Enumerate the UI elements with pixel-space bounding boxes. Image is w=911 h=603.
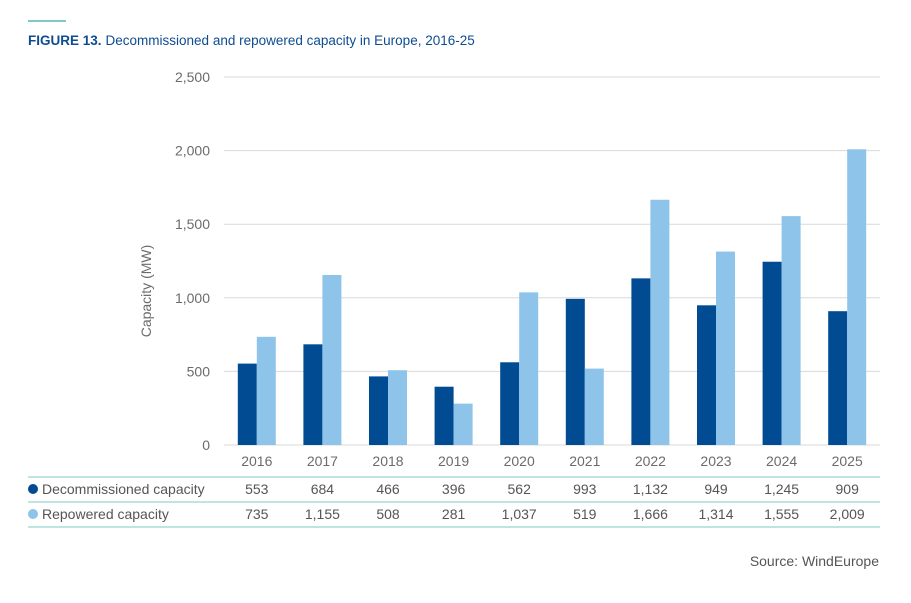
figure-title: FIGURE 13. Decommissioned and repowered c…: [28, 33, 475, 48]
x-tick-label: 2024: [766, 453, 797, 469]
figure-label: FIGURE 13.: [28, 33, 102, 48]
table-cell: 519: [573, 506, 597, 522]
x-tick-label: 2016: [241, 453, 272, 469]
table-cell: 553: [245, 481, 269, 497]
y-axis-title: Capacity (MW): [138, 245, 154, 338]
table-cell: 508: [376, 506, 400, 522]
bar-decommissioned: [369, 376, 388, 445]
table-cell: 1,555: [764, 506, 799, 522]
x-tick-label: 2020: [504, 453, 535, 469]
bar-repowered: [256, 336, 276, 445]
source-note: Source: WindEurope: [749, 553, 879, 569]
bar-decommissioned: [237, 363, 257, 445]
legend-marker-decommissioned: [28, 484, 38, 494]
bar-decommissioned: [762, 261, 782, 445]
bar-repowered: [322, 274, 342, 445]
table-cell: 1,132: [633, 481, 668, 497]
legend-label: Decommissioned capacity: [42, 481, 205, 497]
bar-repowered: [716, 251, 735, 445]
y-tick-label: 1,000: [175, 290, 210, 306]
table-cell: 909: [836, 481, 860, 497]
x-tick-label: 2017: [307, 453, 338, 469]
x-tick-label: 2018: [372, 453, 403, 469]
bar-repowered: [584, 368, 604, 445]
legend-marker-repowered: [28, 509, 38, 519]
bar-decommissioned: [434, 386, 454, 445]
x-tick-label: 2019: [438, 453, 469, 469]
table-cell: 1,666: [633, 506, 668, 522]
table-cell: 466: [376, 481, 400, 497]
y-tick-label: 2,500: [175, 69, 210, 85]
bar-repowered: [453, 403, 473, 445]
bar-repowered: [388, 370, 407, 445]
bar-decommissioned: [828, 311, 848, 445]
accent-rule: [28, 20, 66, 22]
bar-repowered: [650, 199, 670, 445]
x-tick-label: 2021: [569, 453, 600, 469]
bar-repowered: [781, 216, 801, 445]
bar-repowered: [519, 292, 539, 445]
y-tick-label: 1,500: [175, 216, 210, 232]
bar-decommissioned: [500, 362, 520, 445]
table-cell: 993: [573, 481, 597, 497]
y-tick-label: 2,000: [175, 143, 210, 159]
table-cell: 281: [442, 506, 466, 522]
table-cell: 735: [245, 506, 269, 522]
bar-decommissioned: [697, 305, 716, 445]
table-cell: 2,009: [830, 506, 865, 522]
table-cell: 1,037: [502, 506, 537, 522]
x-tick-label: 2023: [700, 453, 731, 469]
x-tick-label: 2022: [635, 453, 666, 469]
table-cell: 1,155: [305, 506, 340, 522]
bar-decommissioned: [565, 298, 585, 445]
y-tick-label: 500: [187, 363, 211, 379]
bar-repowered: [847, 149, 867, 445]
x-tick-label: 2025: [832, 453, 863, 469]
table-cell: 396: [442, 481, 466, 497]
y-tick-label: 0: [202, 437, 210, 453]
legend-label: Repowered capacity: [42, 506, 169, 522]
table-cell: 1,245: [764, 481, 799, 497]
table-cell: 949: [704, 481, 728, 497]
table-cell: 684: [311, 481, 335, 497]
bar-decommissioned: [631, 278, 651, 445]
figure-title-text: Decommissioned and repowered capacity in…: [105, 33, 475, 48]
table-cell: 562: [508, 481, 532, 497]
bar-decommissioned: [303, 344, 323, 445]
table-cell: 1,314: [698, 506, 733, 522]
